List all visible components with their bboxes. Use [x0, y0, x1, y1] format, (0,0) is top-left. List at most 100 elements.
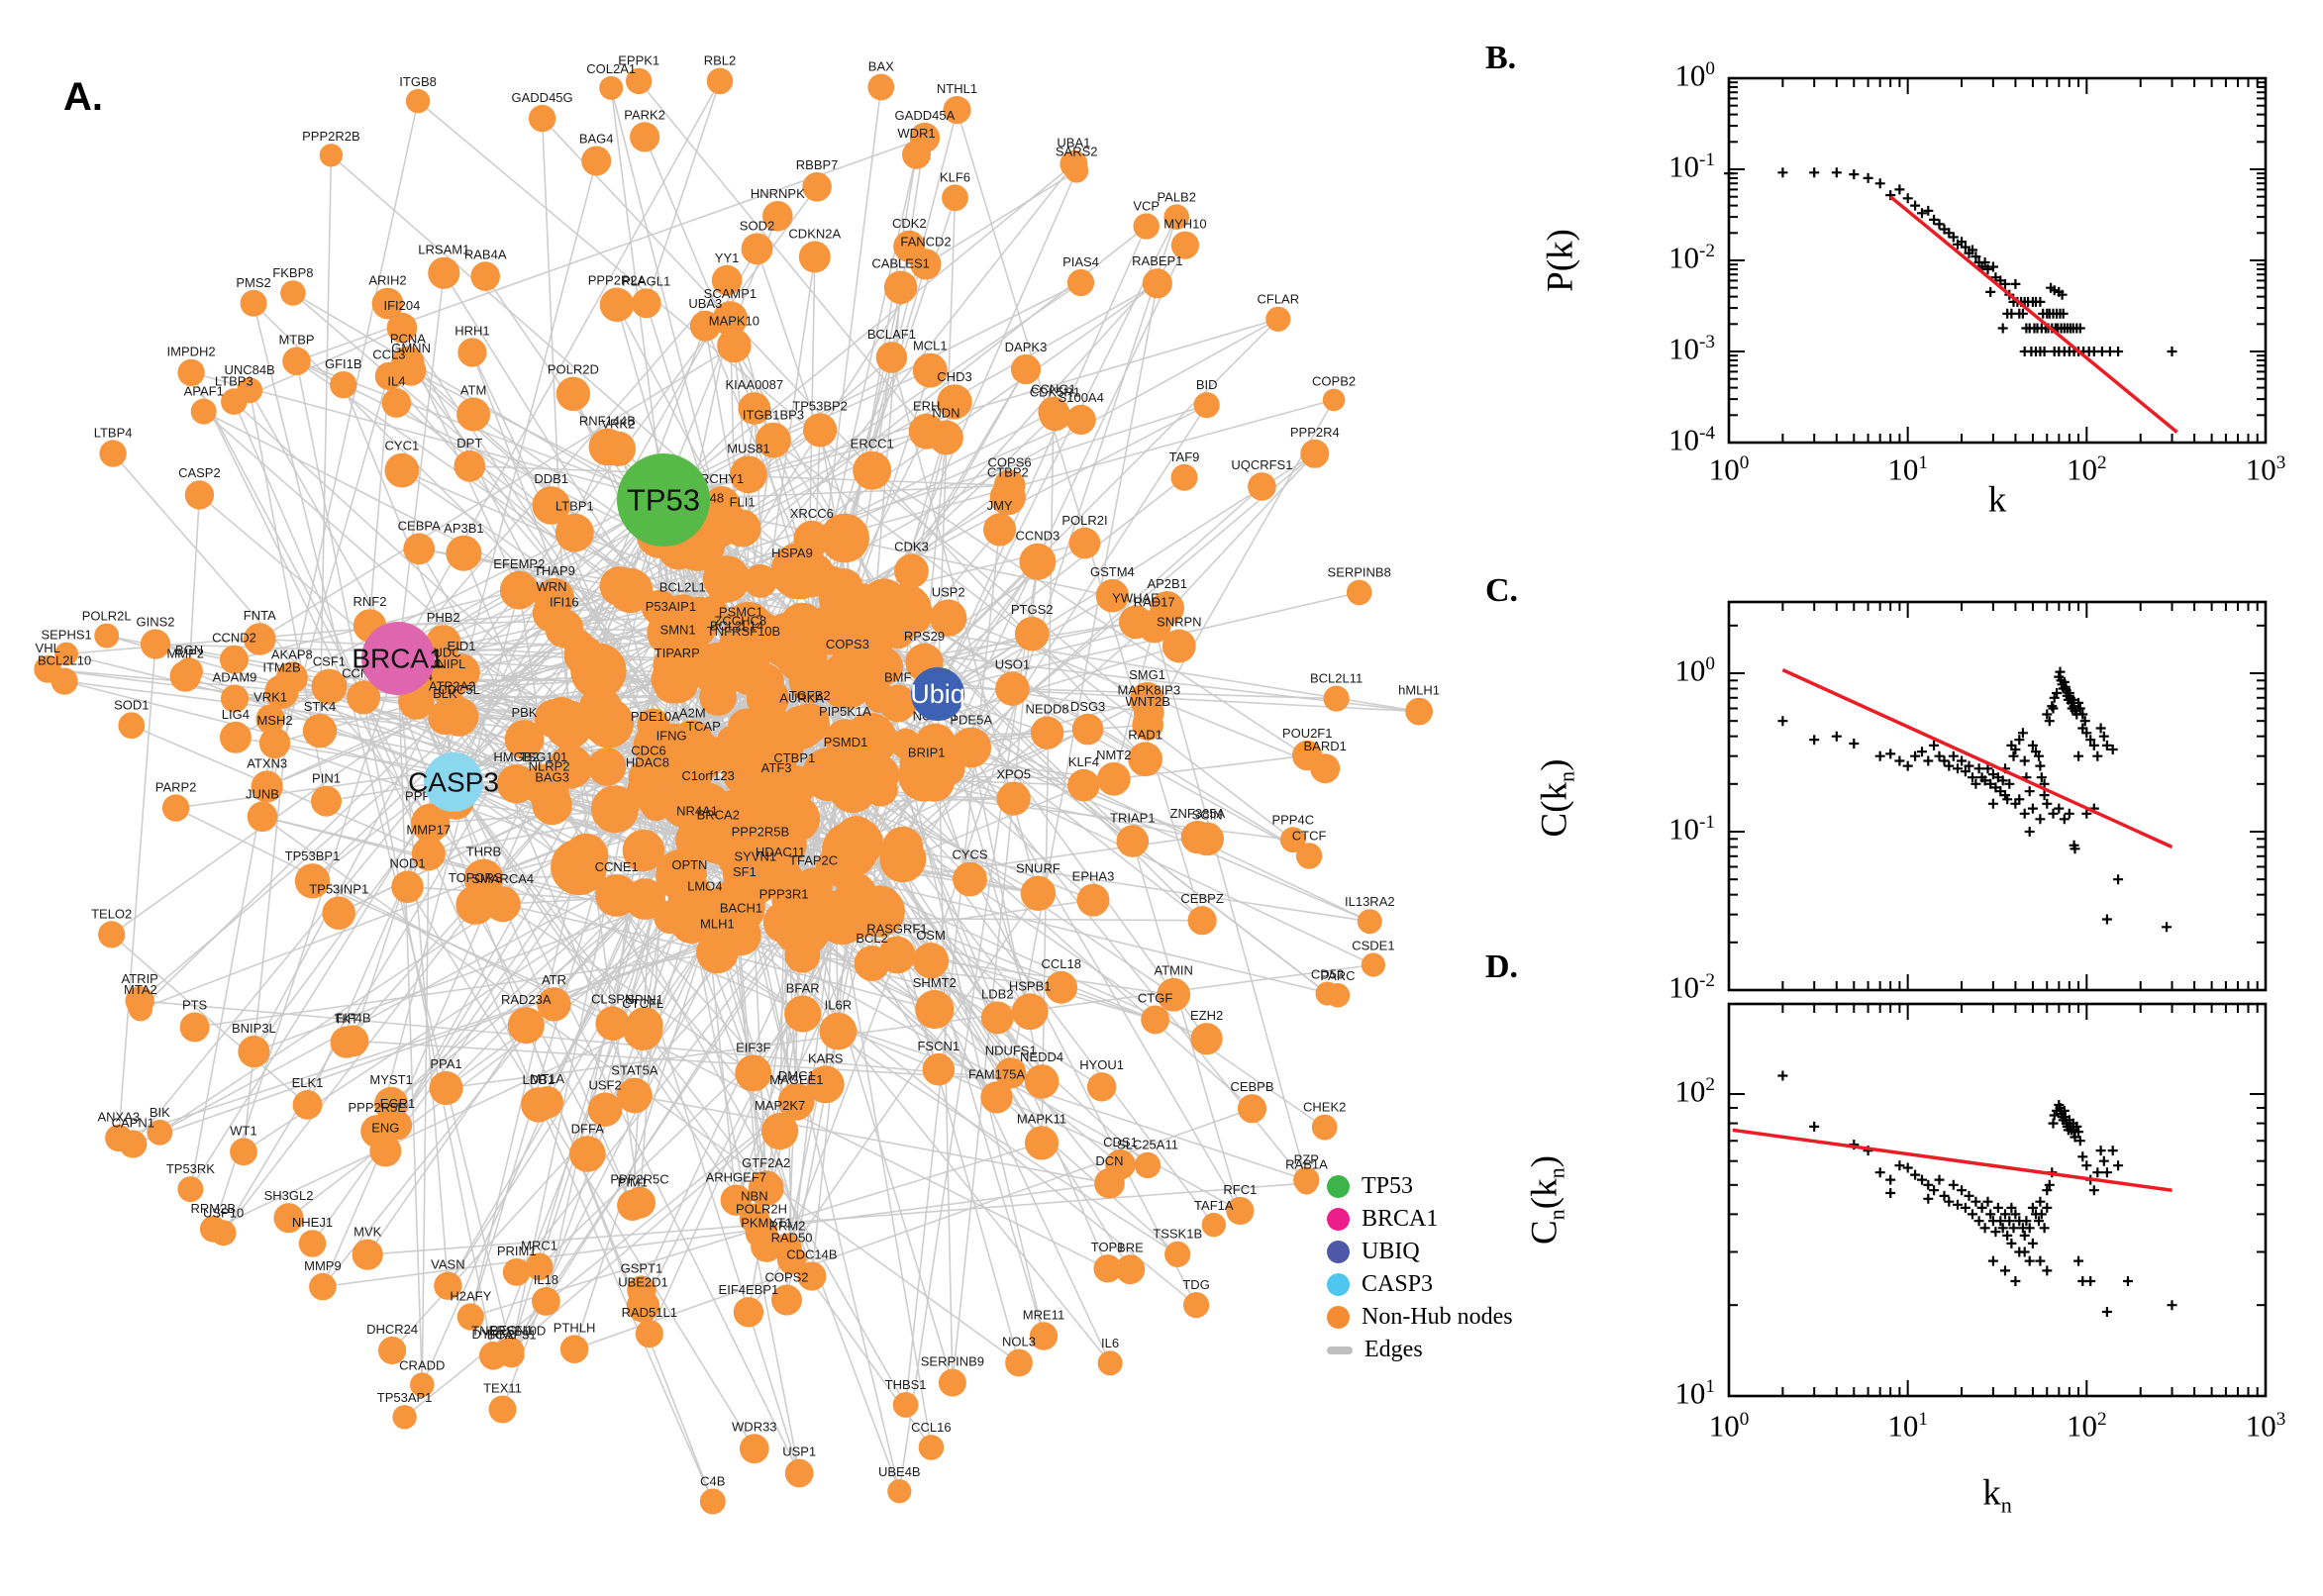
hub-node-tp53 — [617, 453, 710, 547]
network-node — [237, 377, 263, 404]
legend-item-label: UBIQ — [1362, 1239, 1420, 1264]
network-node-label: CDC6 — [631, 743, 665, 757]
scatter-point — [1929, 214, 1940, 225]
network-node-label: SMARCA4 — [471, 871, 534, 886]
network-node-label: NTHL1 — [937, 81, 977, 96]
scatter-point — [2167, 1300, 2177, 1311]
network-node — [1346, 579, 1372, 606]
network-node-label: POU2F1 — [1282, 726, 1333, 741]
network-node — [583, 698, 635, 748]
network-node — [915, 989, 955, 1030]
network-node-label: GFI1B — [325, 356, 362, 371]
network-edge — [453, 781, 767, 1189]
network-node — [915, 762, 955, 802]
network-node — [771, 877, 820, 926]
scatter-point — [2092, 1167, 2103, 1178]
network-node — [1190, 822, 1224, 856]
network-node — [771, 1284, 802, 1316]
scatter-point — [2101, 1307, 2112, 1317]
network-node-label: COPB2 — [1312, 374, 1356, 389]
network-edge — [397, 657, 424, 1385]
network-node-label: ARHGEF7 — [706, 1170, 766, 1185]
network-node-label: NDN — [932, 405, 960, 420]
network-edge — [404, 1100, 797, 1418]
network-node-label: BCL2L11 — [1310, 671, 1363, 686]
x-axis-title: kn — [1982, 1472, 2012, 1518]
network-node — [330, 1026, 362, 1058]
scatter-point — [2042, 1265, 2053, 1276]
network-node-label: CTCFL — [622, 996, 663, 1011]
network-node-label: SOD2 — [740, 218, 774, 233]
network-node-label: HSPA9 — [771, 546, 813, 560]
y-axis-title: P(k) — [1540, 229, 1581, 292]
network-node-label: POLR2H — [736, 1201, 787, 1216]
network-node — [1361, 952, 1385, 977]
network-node-label: ATRIP — [122, 971, 158, 986]
scatter-point — [2077, 1151, 2088, 1162]
network-node-label: NHEJ1 — [292, 1215, 333, 1230]
network-node — [1237, 1094, 1267, 1124]
network-node — [559, 1335, 589, 1363]
network-node — [429, 1070, 463, 1106]
network-node-label: BCL2 — [856, 931, 888, 946]
scatter-point — [2027, 1238, 2038, 1248]
legend-item-label: Edges — [1364, 1337, 1423, 1362]
network-node — [784, 1458, 814, 1488]
scatter-point — [2036, 1209, 2047, 1220]
network-node-label: LDB2 — [981, 986, 1014, 1001]
network-node-label: TRIAP1 — [1110, 810, 1156, 825]
network-node — [748, 1170, 784, 1206]
network-node-label: GTF2A2 — [742, 1155, 790, 1170]
network-node-label: BLK — [433, 686, 457, 701]
network-node — [1030, 716, 1064, 749]
network-node — [1128, 742, 1162, 777]
network-node — [1076, 883, 1110, 917]
network-node-label: OSM — [916, 928, 946, 943]
scatter-point — [1934, 1174, 1945, 1185]
network-node-label: MAPK8IP3 — [1118, 683, 1181, 698]
network-node — [426, 625, 461, 660]
scatter-point — [1957, 1185, 1968, 1196]
plot-frame — [1727, 600, 2268, 992]
network-node-label: KIAA0087 — [726, 377, 784, 392]
network-node-label: UNC84B — [224, 362, 274, 377]
network-node — [1094, 1167, 1125, 1199]
legend-item: TP53 — [1327, 1170, 1513, 1203]
scatter-point — [2088, 740, 2099, 750]
network-edge — [118, 644, 156, 1139]
hub-node-label: Ubiq — [910, 679, 965, 709]
network-node-label: PZP — [1294, 1152, 1319, 1167]
panel-a-label: A. — [63, 75, 103, 119]
network-node-label: TOPORS — [449, 870, 503, 885]
network-node-label: RPS29 — [904, 629, 945, 644]
scatter-point — [2006, 1238, 2017, 1248]
panel-c-label: C. — [1485, 572, 1519, 609]
network-node — [1010, 353, 1042, 385]
hub-node-label: CASP3 — [408, 767, 499, 798]
network-node-label: BAG4 — [579, 132, 614, 147]
network-node — [54, 642, 78, 666]
network-edge — [832, 866, 933, 1448]
network-node-label: PIN1 — [312, 771, 341, 786]
network-edge — [421, 853, 430, 1385]
network-node-label: CLSPN — [591, 991, 634, 1006]
network-edge — [634, 1094, 1110, 1184]
network-node-label: FLI1 — [730, 495, 756, 510]
network-node — [1064, 158, 1089, 183]
network-node — [456, 397, 491, 432]
network-node-label: C4B — [700, 1474, 725, 1489]
network-node — [744, 563, 777, 598]
network-node — [532, 1287, 560, 1316]
network-node — [1164, 1241, 1191, 1267]
scatter-point — [2081, 728, 2092, 739]
scatter-point — [1849, 739, 1860, 748]
network-node — [738, 392, 771, 425]
network-node — [735, 1054, 772, 1092]
scatter-point — [1777, 716, 1788, 727]
network-node-label: HDAC8 — [626, 755, 669, 770]
scatter-point — [2000, 1209, 2010, 1220]
network-node — [656, 848, 707, 901]
y-axis-title: C(kn) — [1534, 758, 1579, 838]
scatter-point — [1777, 1070, 1788, 1081]
